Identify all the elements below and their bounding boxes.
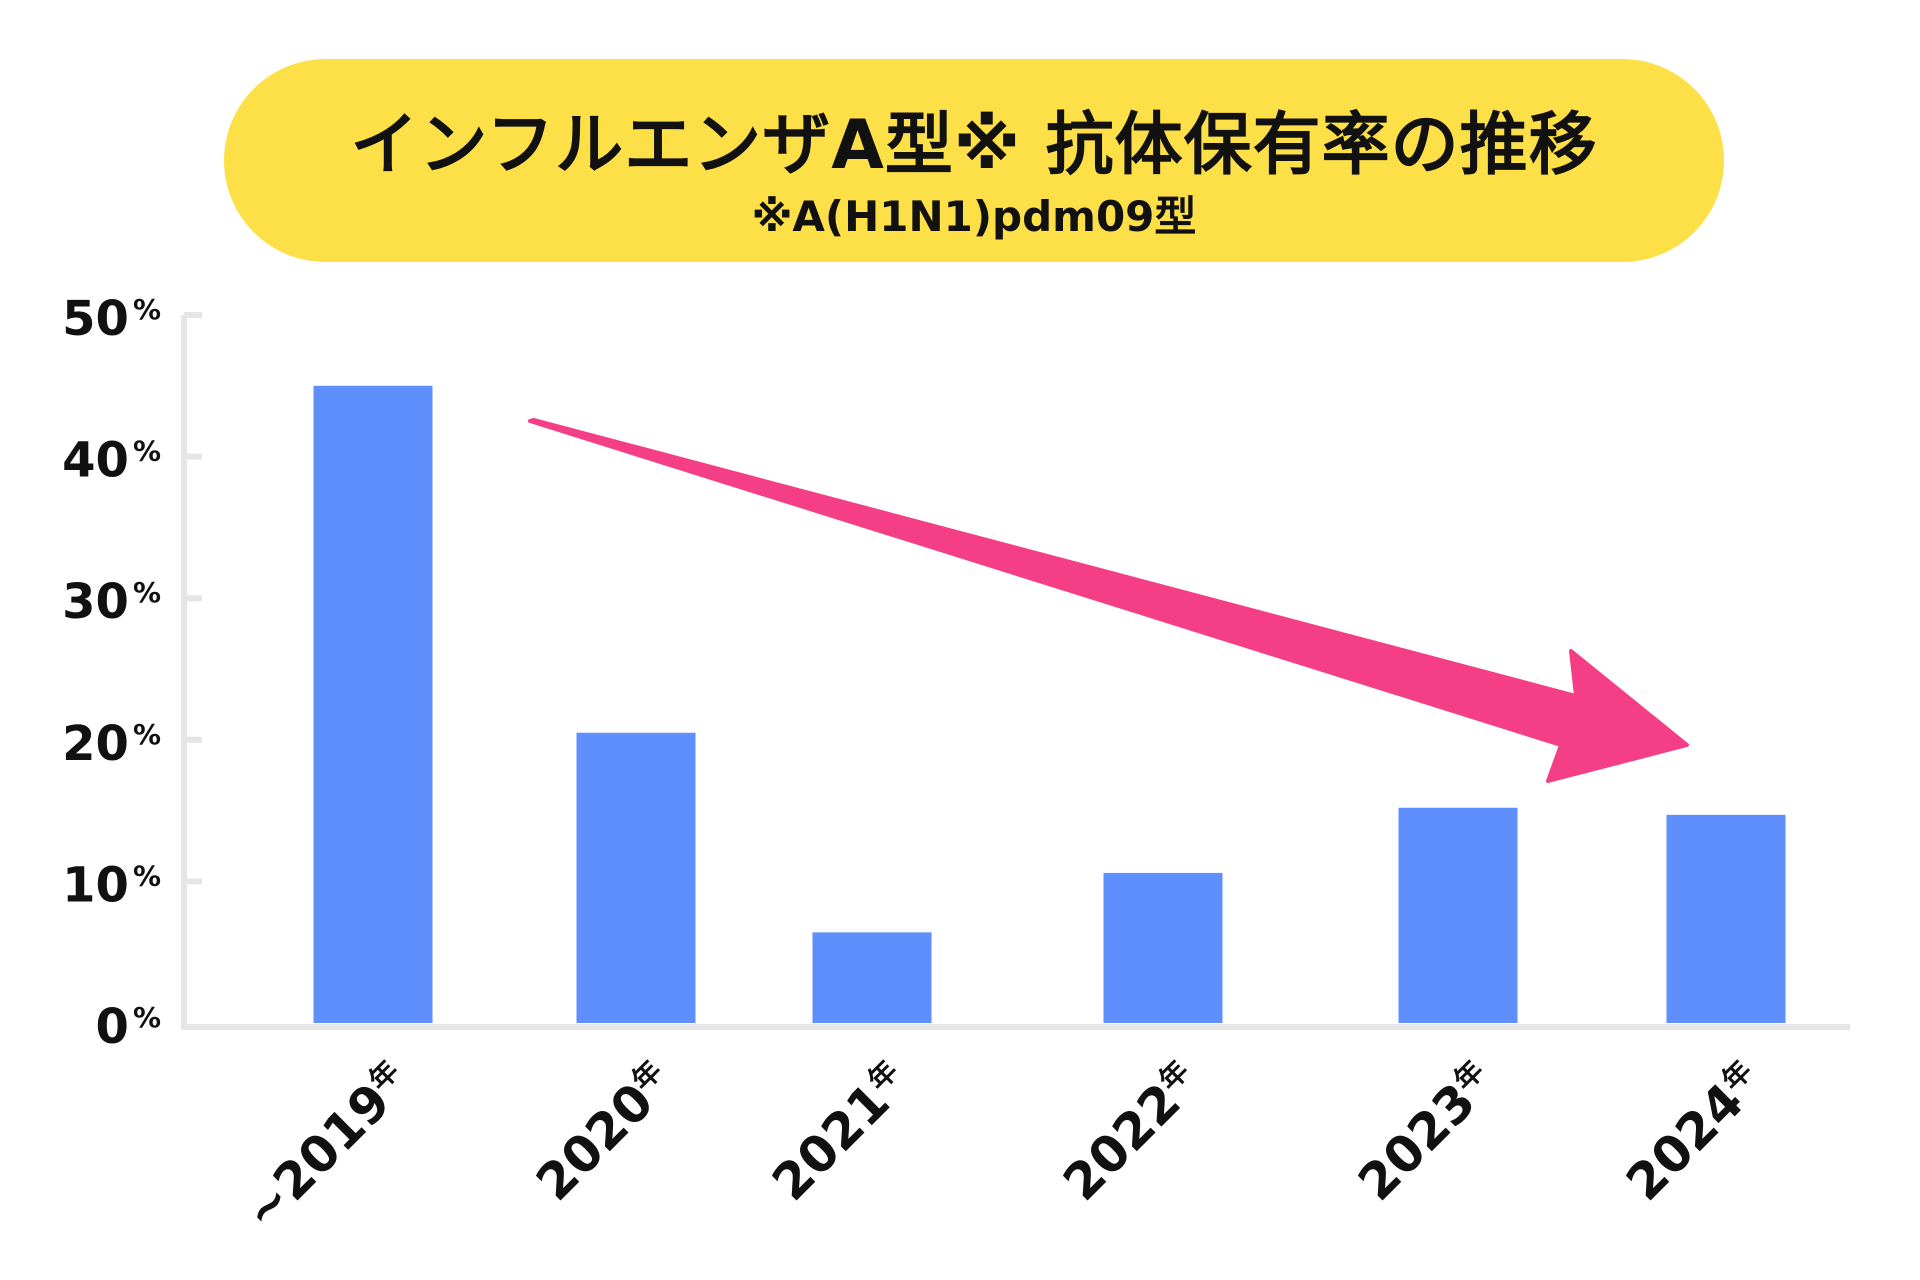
x-tick-label: 2020年 <box>525 1052 684 1211</box>
bar-~2019年 <box>313 385 433 1023</box>
y-tick-label: 10% <box>62 857 161 913</box>
x-tick-label: ~2019年 <box>233 1052 422 1241</box>
y-tick-label: 30% <box>62 574 161 630</box>
chart-title: インフルエンザA型※ 抗体保有率の推移 <box>350 106 1598 185</box>
y-tick-label: 50% <box>62 291 161 347</box>
bar-2021年 <box>812 932 932 1023</box>
x-tick-label: 2022年 <box>1052 1052 1211 1211</box>
chart-subtitle: ※A(H1N1)pdm09型 <box>751 192 1197 241</box>
trend-arrow <box>528 418 1689 783</box>
title-banner: インフルエンザA型※ 抗体保有率の推移 ※A(H1N1)pdm09型 <box>224 59 1724 262</box>
bar-2024年 <box>1666 814 1786 1023</box>
bar-2022年 <box>1103 872 1223 1023</box>
x-tick-label: 2021年 <box>761 1052 920 1211</box>
bar-2023年 <box>1398 807 1518 1023</box>
y-tick-label: 0% <box>96 999 161 1055</box>
y-tick-label: 20% <box>62 716 161 772</box>
y-tick-label: 40% <box>62 433 161 489</box>
x-tick-label: 2023年 <box>1347 1052 1506 1211</box>
bar-2020年 <box>576 732 696 1023</box>
x-tick-label: 2024年 <box>1615 1052 1774 1211</box>
